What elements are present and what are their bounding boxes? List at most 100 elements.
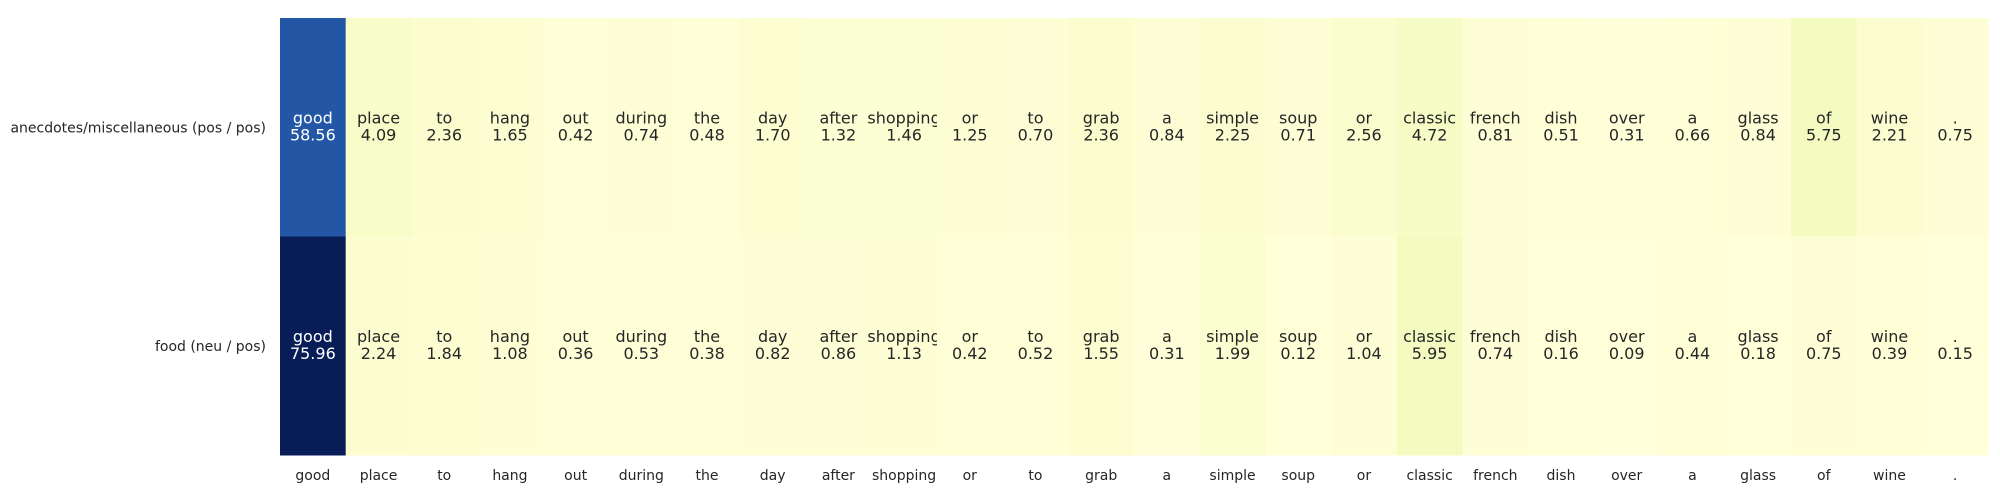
heatmap-cell — [674, 18, 741, 237]
heatmap-cell — [1331, 18, 1398, 237]
heatmap-cell — [280, 18, 347, 237]
row-label: anecdotes/miscellaneous (pos / pos) — [10, 120, 266, 136]
cell-token-label: during — [615, 108, 667, 127]
heatmap-cell — [1134, 236, 1201, 456]
cell-value-label: 0.66 — [1675, 125, 1711, 144]
heatmap-cell — [936, 236, 1004, 456]
column-tick-label: the — [696, 468, 719, 484]
cell-token-label: glass — [1738, 327, 1779, 346]
heatmap-cell — [805, 18, 872, 237]
heatmap-cell — [477, 236, 544, 456]
cell-value-label: 0.12 — [1280, 344, 1316, 363]
cell-token-label: simple — [1206, 327, 1259, 346]
cell-token-label: shopping — [867, 108, 940, 127]
cell-token-label: during — [615, 327, 667, 346]
cell-value-label: 1.55 — [1083, 344, 1119, 363]
column-tick-label: grab — [1085, 468, 1117, 484]
heatmap-cell — [411, 236, 478, 456]
cell-value-label: 0.51 — [1543, 125, 1579, 144]
cell-token-label: to — [436, 327, 452, 346]
cell-token-label: to — [1027, 108, 1043, 127]
column-tick-label: good — [295, 468, 330, 484]
heatmap-cell — [739, 18, 807, 237]
cell-token-label: french — [1470, 108, 1521, 127]
cell-value-label: 0.31 — [1149, 344, 1185, 363]
row-label: food (neu / pos) — [155, 339, 266, 355]
cell-value-label: 2.25 — [1215, 125, 1251, 144]
cell-token-label: a — [1162, 108, 1172, 127]
cell-value-label: 0.75 — [1937, 125, 1973, 144]
column-tick-label: french — [1473, 468, 1517, 484]
cell-token-label: or — [962, 327, 979, 346]
cell-value-label: 2.36 — [1083, 125, 1119, 144]
cell-value-label: 0.82 — [755, 344, 791, 363]
cell-token-label: the — [694, 327, 720, 346]
column-tick-label: of — [1817, 468, 1832, 484]
cell-value-label: 2.56 — [1346, 125, 1382, 144]
cell-token-label: good — [293, 108, 333, 127]
column-tick-label: dish — [1547, 468, 1576, 484]
heatmap-cell — [542, 236, 609, 456]
heatmap-cells: good58.56place4.09to2.36hang1.65out0.42d… — [280, 18, 1989, 456]
cell-token-label: a — [1162, 327, 1172, 346]
heatmap-cell — [1462, 236, 1529, 456]
cell-value-label: 1.84 — [426, 344, 462, 363]
cell-token-label: after — [819, 108, 857, 127]
heatmap-cell — [345, 236, 412, 456]
cell-value-label: 0.31 — [1609, 125, 1645, 144]
cell-value-label: 75.96 — [290, 344, 336, 363]
cell-token-label: grab — [1083, 108, 1120, 127]
cell-token-label: dish — [1544, 327, 1577, 346]
column-tick-label: a — [1163, 468, 1172, 484]
heatmap-cell — [1790, 18, 1858, 237]
cell-token-label: place — [357, 327, 400, 346]
cell-value-label: 0.81 — [1477, 125, 1513, 144]
cell-value-label: 1.08 — [492, 344, 528, 363]
cell-token-label: the — [694, 108, 720, 127]
cell-value-label: 2.36 — [426, 125, 462, 144]
heatmap-cell — [1528, 18, 1595, 237]
column-tick-label: or — [963, 468, 978, 484]
heatmap-cell — [1134, 18, 1201, 237]
cell-token-label: to — [1027, 327, 1043, 346]
heatmap-cell — [608, 18, 675, 237]
heatmap-cell — [1659, 236, 1726, 456]
cell-value-label: 5.95 — [1412, 344, 1448, 363]
heatmap-cell — [1790, 236, 1858, 456]
cell-token-label: a — [1687, 108, 1697, 127]
cell-token-label: over — [1609, 327, 1645, 346]
heatmap-cell — [871, 18, 938, 237]
cell-value-label: 0.15 — [1937, 344, 1973, 363]
cell-value-label: 0.09 — [1609, 344, 1645, 363]
row-labels: anecdotes/miscellaneous (pos / pos) food … — [10, 120, 266, 355]
heatmap-cell — [477, 18, 544, 237]
cell-token-label: day — [758, 108, 787, 127]
cell-value-label: 0.48 — [689, 125, 725, 144]
heatmap-cell — [674, 236, 741, 456]
column-tick-label: to — [1028, 468, 1042, 484]
cell-value-label: 0.36 — [558, 344, 594, 363]
cell-token-label: wine — [1871, 327, 1909, 346]
cell-value-label: 0.16 — [1543, 344, 1579, 363]
cell-value-label: 0.42 — [558, 125, 594, 144]
column-tick-label: soup — [1281, 468, 1315, 484]
heatmap-cell — [805, 236, 872, 456]
cell-value-label: 0.75 — [1806, 344, 1842, 363]
heatmap-cell — [1856, 18, 1923, 237]
heatmap-cell — [608, 236, 675, 456]
cell-token-label: or — [962, 108, 979, 127]
heatmap-cell — [411, 18, 478, 237]
cell-value-label: 0.38 — [689, 344, 725, 363]
cell-value-label: 2.24 — [361, 344, 397, 363]
cell-value-label: 0.52 — [1018, 344, 1054, 363]
cell-token-label: wine — [1871, 108, 1909, 127]
column-tick-label: glass — [1740, 468, 1776, 484]
cell-value-label: 1.65 — [492, 125, 528, 144]
cell-value-label: 2.21 — [1872, 125, 1908, 144]
heatmap-cell — [1593, 18, 1661, 237]
cell-value-label: 0.84 — [1149, 125, 1185, 144]
cell-token-label: shopping — [867, 327, 940, 346]
heatmap-cell — [280, 236, 347, 456]
heatmap-cell — [345, 18, 412, 237]
